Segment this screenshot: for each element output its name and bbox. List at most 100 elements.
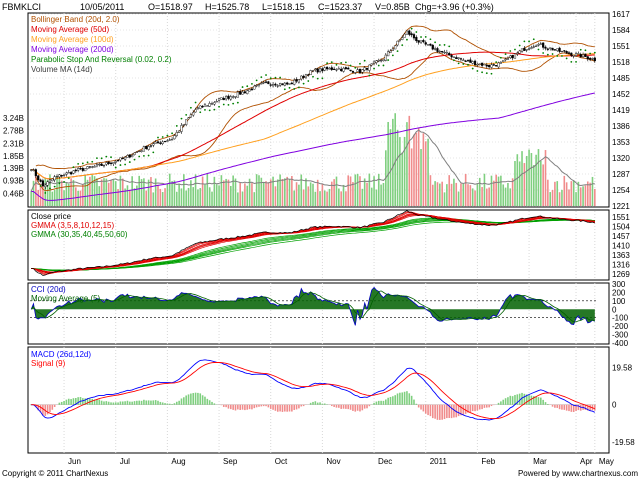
macd-series xyxy=(30,359,596,421)
candle-body xyxy=(241,91,244,95)
macd-histogram-bar xyxy=(295,404,298,410)
candle-body xyxy=(549,47,552,49)
psar-dot xyxy=(208,109,211,112)
volume-bar xyxy=(410,148,413,206)
candle-body xyxy=(347,67,350,70)
candle-body xyxy=(311,69,315,72)
volume-bar xyxy=(159,188,162,206)
volume-bar xyxy=(544,150,547,206)
macd-histogram-bar xyxy=(380,400,382,405)
psar-dot xyxy=(189,106,192,109)
signal-line xyxy=(31,362,595,420)
psar-dot xyxy=(147,154,150,157)
candle-body xyxy=(290,82,293,85)
psar-dot xyxy=(387,59,390,61)
volume-bar xyxy=(121,178,124,206)
psar-dot xyxy=(279,76,282,79)
volume-bar xyxy=(439,183,441,206)
candle-body xyxy=(309,70,312,75)
psar-dot xyxy=(499,56,502,59)
candle-body xyxy=(201,106,204,108)
candle-body xyxy=(389,50,392,53)
candle-body xyxy=(297,79,301,83)
legend-cci-ma: Moving Average (5) xyxy=(31,294,101,303)
candle-body xyxy=(579,54,582,58)
volume-bar xyxy=(126,185,129,206)
macd-histogram-bar xyxy=(316,402,319,405)
volume-bar xyxy=(591,176,594,206)
volume-bar xyxy=(563,175,566,206)
volume-bar xyxy=(478,177,481,206)
gmma-legend: Close price GMMA (3,5,8,10,12,15) GMMA (… xyxy=(31,212,128,239)
volume-y-tick: 2.31B xyxy=(3,139,24,148)
volume-bar xyxy=(302,189,305,206)
volume-bar xyxy=(422,133,425,206)
psar-dot xyxy=(114,166,117,169)
macd-histogram-bar xyxy=(187,394,190,405)
volume-bar xyxy=(540,160,542,206)
macd-histogram-bar xyxy=(436,404,439,420)
volume-bar xyxy=(396,129,399,206)
macd-histogram-bar xyxy=(58,402,61,405)
axis-ticks: Jun Jul Aug Sep Oct Nov Dec 2011 Feb Mar Apr May 161… xyxy=(3,10,635,466)
macd-histogram-bar xyxy=(131,401,133,405)
psar-dot xyxy=(265,74,267,76)
candle-body xyxy=(337,68,340,70)
candle-body xyxy=(58,174,61,178)
legend-ma100: Moving Average (100d) xyxy=(31,35,114,44)
psar-dot xyxy=(335,63,338,66)
macd-histogram-bar xyxy=(422,404,425,412)
candle-body xyxy=(225,96,228,100)
volume-bar xyxy=(448,175,451,206)
macd-histogram-bar xyxy=(507,397,509,405)
psar-dot xyxy=(312,75,314,78)
volume-bar xyxy=(168,173,171,206)
candle-body xyxy=(382,59,385,61)
volume-bar xyxy=(568,189,570,206)
volume-bar xyxy=(246,185,249,206)
candle-body xyxy=(586,56,589,60)
psar-dot xyxy=(377,64,380,67)
volume-bar xyxy=(187,187,190,206)
volume-bar xyxy=(373,176,375,206)
candle-body xyxy=(210,103,214,105)
candle-body xyxy=(452,56,456,58)
candle-body xyxy=(135,151,138,153)
macd-histogram-bar xyxy=(37,404,40,411)
candle-body xyxy=(325,66,329,70)
psar-dot xyxy=(81,162,84,165)
psar-dot xyxy=(293,88,296,90)
volume-bar xyxy=(363,178,366,206)
volume-bar xyxy=(394,113,396,206)
candle-body xyxy=(69,172,73,175)
copyright-text: Copyright © 2011 ChartNexus xyxy=(2,469,108,478)
psar-dot xyxy=(49,187,51,190)
volume-bar xyxy=(152,192,155,206)
macd-legend: MACD (26d,12d) Signal (9) xyxy=(31,350,91,368)
candle-body xyxy=(415,36,418,42)
candle-body xyxy=(255,85,258,87)
macd-histogram-bar xyxy=(49,404,51,413)
macd-histogram-bar xyxy=(586,404,589,411)
candle-body xyxy=(112,162,115,165)
macd-histogram-bar xyxy=(528,395,530,405)
volume-bar xyxy=(91,175,94,206)
macd-histogram-bar xyxy=(544,402,547,405)
volume-bar xyxy=(206,173,209,206)
psar-dot xyxy=(514,48,516,51)
volume-bar xyxy=(349,176,352,206)
candle-body xyxy=(471,61,474,64)
psar-dot xyxy=(251,82,253,85)
candle-body xyxy=(126,155,129,158)
macd-histogram-bar xyxy=(483,404,486,408)
psar-dot xyxy=(67,177,70,180)
volume-bar xyxy=(537,149,540,206)
volume-bar xyxy=(330,181,333,206)
volume-bar xyxy=(579,187,582,206)
macd-histogram-bar xyxy=(166,403,169,405)
candle-body xyxy=(84,168,87,172)
volume-bar xyxy=(293,190,296,206)
psar-dot xyxy=(420,36,422,38)
candle-body xyxy=(286,82,289,85)
candle-body xyxy=(445,52,448,54)
